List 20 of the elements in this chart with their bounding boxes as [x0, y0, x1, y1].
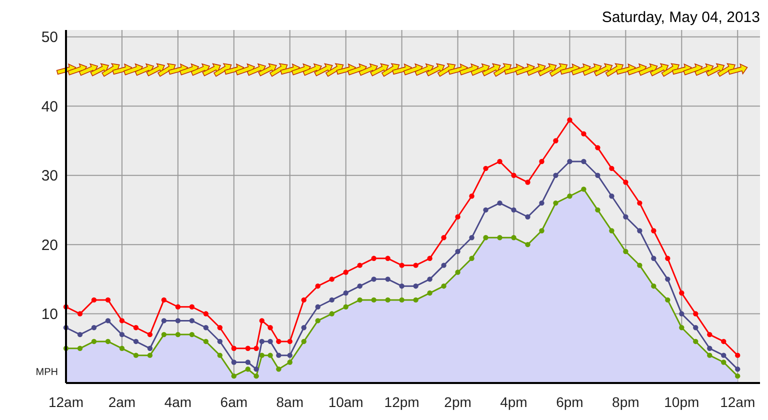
x-tick-label: 12pm: [384, 394, 420, 410]
y-tick-label: 40: [41, 98, 58, 116]
y-axis-title: MPH: [36, 367, 58, 378]
x-tick-label: 6pm: [556, 394, 584, 410]
x-tick-label: 6am: [220, 394, 248, 410]
x-tick-label: 4pm: [500, 394, 528, 410]
x-tick-label: 4am: [164, 394, 192, 410]
x-tick-label: 8am: [276, 394, 304, 410]
x-tick-label: 10am: [328, 394, 364, 410]
x-tick-label: 10pm: [664, 394, 700, 410]
x-tick-label: 12am: [48, 394, 84, 410]
x-tick-label: 2pm: [444, 394, 472, 410]
y-tick-label: 10: [41, 306, 58, 324]
y-tick-label: 30: [41, 168, 58, 185]
y-tick-label: 50: [41, 29, 58, 46]
y-tick-label: 20: [41, 236, 58, 254]
x-tick-label: 2am: [108, 394, 136, 410]
x-tick-label: 12am: [720, 394, 756, 410]
chart-title: Saturday, May 04, 2013: [602, 9, 760, 26]
x-tick-label: 8pm: [612, 394, 640, 410]
